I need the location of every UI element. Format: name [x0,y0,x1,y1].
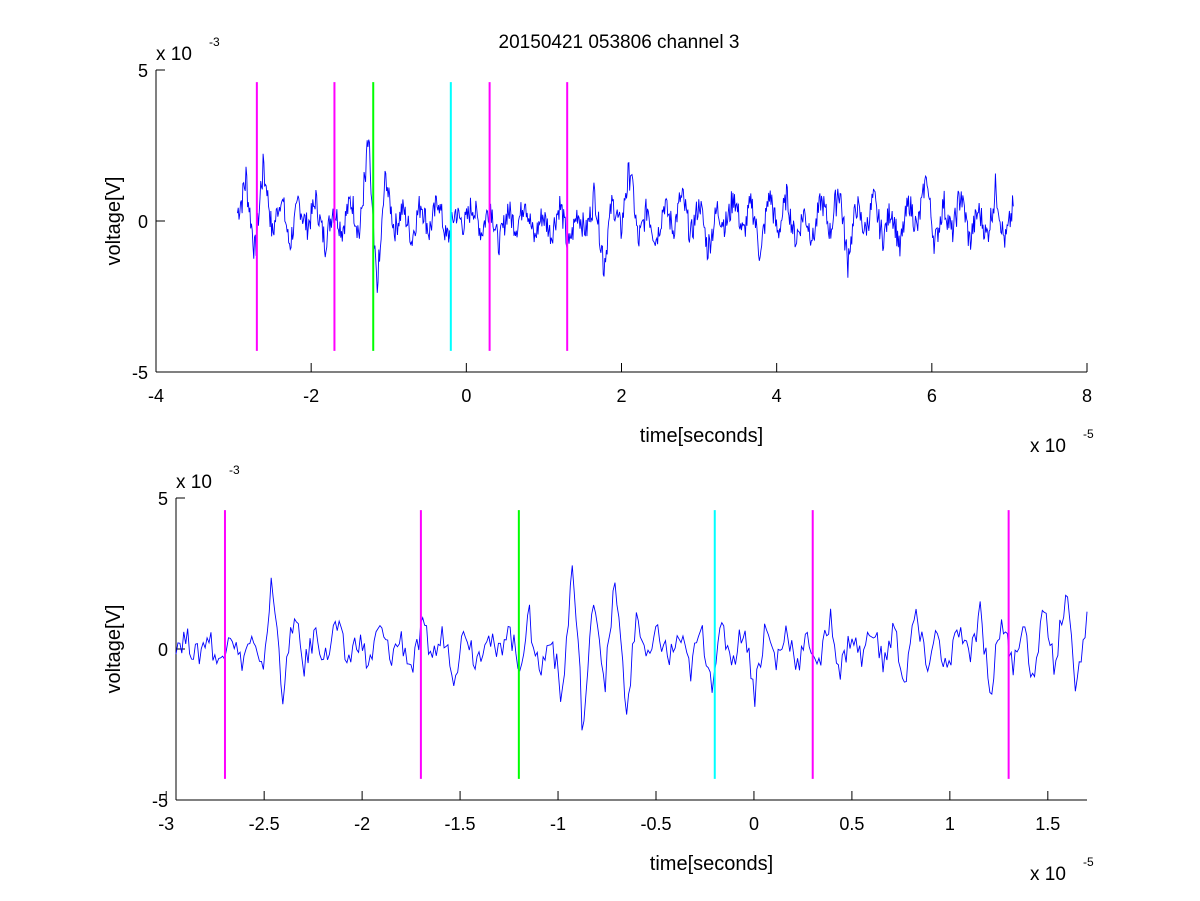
x-tick-label: -4 [148,386,164,406]
signal-line [175,565,1088,731]
x-tick-label: 2 [616,386,626,406]
y-multiplier: x 10 [156,44,192,65]
x-multiplier: x 10 [1030,864,1066,885]
x-tick-label: 1.5 [1035,814,1060,834]
bottom-plot: -3 -2.5 -2 -1.5 -1 -0.5 0 0.5 1 1.5 -5 0 5 x 10 -3 x 10… [103,463,1094,885]
x-tick-label: -3 [158,814,174,834]
x-tick-label: 4 [772,386,782,406]
x-tick-label: 0 [461,386,471,406]
x-axis-label: time[seconds] [650,853,773,875]
y-tick-label: -5 [152,791,168,811]
x-tick-label: -2.5 [249,814,280,834]
x-tick-label: -1.5 [445,814,476,834]
x-tick-label: 6 [927,386,937,406]
x-tick-label: 0.5 [839,814,864,834]
y-multiplier-exponent: -3 [209,35,220,49]
x-multiplier: x 10 [1030,436,1066,457]
y-axis-label: voltage[V] [103,605,125,694]
y-tick-label: 0 [158,640,168,660]
x-tick-label: 1 [945,814,955,834]
x-tick-label: -2 [303,386,319,406]
y-tick-label: -5 [132,363,148,383]
y-tick-label: 5 [158,489,168,509]
x-tick-label: -2 [354,814,370,834]
y-tick-label: 0 [138,212,148,232]
y-tick-label: 5 [138,61,148,81]
x-multiplier-exponent: -5 [1083,427,1094,441]
x-tick-label: 8 [1082,386,1092,406]
x-tick-label: -0.5 [640,814,671,834]
x-tick-label: 0 [749,814,759,834]
top-plot: -4 -2 0 2 4 6 8 -5 0 5 x 10 -3 x 10 -5 time[seconds] vo… [103,35,1094,457]
x-axis-label: time[seconds] [640,425,763,447]
y-axis-label: voltage[V] [103,177,125,266]
y-multiplier: x 10 [176,472,212,493]
signal-line [237,139,1014,293]
x-tick-label: -1 [550,814,566,834]
y-multiplier-exponent: -3 [229,463,240,477]
x-multiplier-exponent: -5 [1083,855,1094,869]
figure-title: 20150421 053806 channel 3 [499,32,740,53]
